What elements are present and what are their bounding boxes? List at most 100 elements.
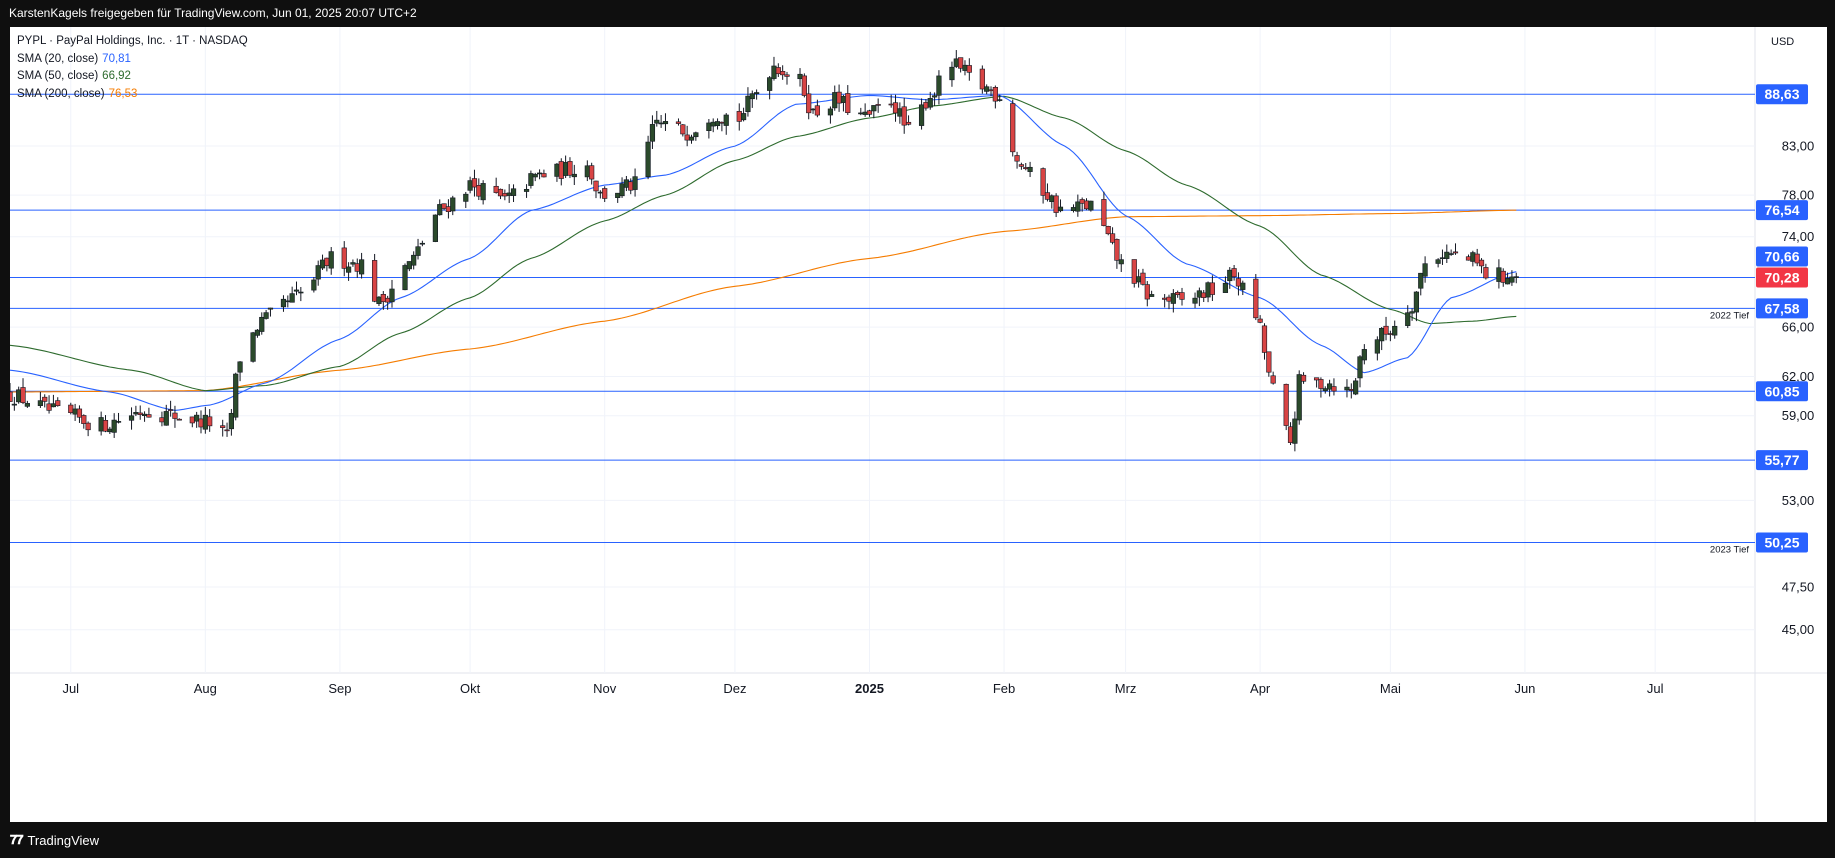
candle-down[interactable] — [780, 71, 786, 76]
candle-down[interactable] — [20, 387, 26, 403]
candle-up[interactable] — [740, 113, 747, 121]
candle-down[interactable] — [497, 188, 504, 197]
candle-down[interactable] — [1079, 199, 1085, 204]
candle-down[interactable] — [1179, 292, 1185, 300]
candle-up[interactable] — [263, 312, 269, 319]
candle-up[interactable] — [450, 197, 456, 212]
candle-up[interactable] — [1470, 252, 1476, 262]
candle-down[interactable] — [42, 396, 48, 402]
candle-down[interactable] — [1175, 292, 1181, 296]
candle-down[interactable] — [923, 102, 929, 109]
candle-up[interactable] — [141, 413, 148, 417]
candle-down[interactable] — [1452, 251, 1459, 254]
candle-up[interactable] — [376, 296, 382, 304]
candle-up[interactable] — [50, 403, 57, 408]
candle-up[interactable] — [832, 92, 838, 109]
candle-down[interactable] — [445, 206, 452, 212]
candle-down[interactable] — [476, 185, 482, 197]
candle-up[interactable] — [1379, 328, 1385, 342]
candle-up[interactable] — [402, 265, 408, 291]
candle-up[interactable] — [1049, 195, 1055, 203]
candle-up[interactable] — [280, 298, 287, 308]
candle-down[interactable] — [1257, 318, 1263, 323]
candle-down[interactable] — [1283, 383, 1289, 426]
candle-up[interactable] — [16, 389, 22, 403]
candle-down[interactable] — [593, 180, 599, 192]
candle-down[interactable] — [441, 203, 447, 209]
candle-up[interactable] — [1070, 207, 1077, 212]
candle-up[interactable] — [1118, 259, 1124, 265]
level-badge-bg[interactable] — [1756, 84, 1808, 105]
candle-up[interactable] — [1435, 259, 1441, 264]
candle-up[interactable] — [1439, 257, 1446, 260]
candle-up[interactable] — [1413, 291, 1420, 313]
candle-down[interactable] — [1465, 256, 1472, 261]
level-badge-bg[interactable] — [1756, 381, 1808, 402]
candle-down[interactable] — [1162, 297, 1168, 300]
candle-up[interactable] — [658, 122, 664, 125]
candle-up[interactable] — [1504, 278, 1511, 285]
candle-up[interactable] — [1418, 272, 1424, 289]
candle-up[interactable] — [72, 408, 78, 415]
candle-up[interactable] — [897, 108, 903, 117]
candle-up[interactable] — [133, 412, 139, 415]
candle-down[interactable] — [1018, 164, 1025, 167]
candle-up[interactable] — [1357, 356, 1363, 379]
candle-up[interactable] — [293, 289, 300, 292]
candle-down[interactable] — [905, 121, 912, 125]
candle-up[interactable] — [918, 104, 925, 126]
candle-down[interactable] — [1105, 226, 1111, 235]
candle-down[interactable] — [901, 106, 907, 126]
level-badge-bg[interactable] — [1756, 532, 1808, 553]
candle-up[interactable] — [345, 266, 352, 273]
candle-up[interactable] — [532, 174, 538, 178]
candle-down[interactable] — [1114, 239, 1120, 261]
candle-down[interactable] — [76, 408, 83, 418]
candle-up[interactable] — [931, 95, 938, 98]
candle-up[interactable] — [1444, 251, 1450, 259]
candle-up[interactable] — [797, 73, 803, 80]
candle-up[interactable] — [767, 77, 773, 91]
candle-down[interactable] — [1261, 325, 1268, 353]
candle-down[interactable] — [207, 416, 213, 427]
candle-down[interactable] — [1287, 426, 1294, 443]
candle-down[interactable] — [68, 404, 74, 413]
candle-down[interactable] — [888, 103, 894, 106]
candle-up[interactable] — [1344, 386, 1350, 391]
candle-up[interactable] — [623, 179, 629, 188]
candle-down[interactable] — [1270, 375, 1276, 384]
candle-down[interactable] — [1383, 325, 1389, 335]
candle-down[interactable] — [372, 260, 378, 302]
candle-down[interactable] — [1348, 389, 1354, 391]
candle-up[interactable] — [194, 414, 200, 422]
candle-down[interactable] — [1014, 155, 1020, 162]
candle-up[interactable] — [432, 214, 438, 242]
candle-up[interactable] — [115, 421, 122, 423]
candle-down[interactable] — [1023, 167, 1029, 170]
candle-up[interactable] — [289, 293, 295, 303]
candle-up[interactable] — [1240, 282, 1246, 290]
level-badge-bg[interactable] — [1756, 298, 1808, 319]
candle-up[interactable] — [415, 246, 421, 256]
candle-up[interactable] — [688, 136, 695, 141]
candle-down[interactable] — [168, 409, 174, 411]
candle-up[interactable] — [771, 65, 777, 79]
tradingview-brand[interactable]: 𝟕𝟕 TradingView — [10, 833, 99, 848]
candle-up[interactable] — [615, 192, 621, 198]
candle-down[interactable] — [1010, 103, 1016, 153]
candle-up[interactable] — [163, 411, 169, 426]
candle-up[interactable] — [467, 180, 473, 191]
candle-down[interactable] — [1209, 282, 1216, 295]
candle-up[interactable] — [228, 412, 234, 430]
candle-down[interactable] — [10, 391, 13, 402]
candle-up[interactable] — [1513, 276, 1519, 278]
candle-down[interactable] — [736, 111, 742, 122]
candle-up[interactable] — [128, 415, 135, 421]
candle-down[interactable] — [558, 161, 564, 179]
candle-up[interactable] — [632, 176, 638, 190]
candle-down[interactable] — [1109, 233, 1116, 243]
candle-down[interactable] — [892, 102, 899, 114]
candle-up[interactable] — [936, 75, 942, 96]
candle-down[interactable] — [493, 185, 499, 193]
candle-down[interactable] — [784, 74, 790, 77]
